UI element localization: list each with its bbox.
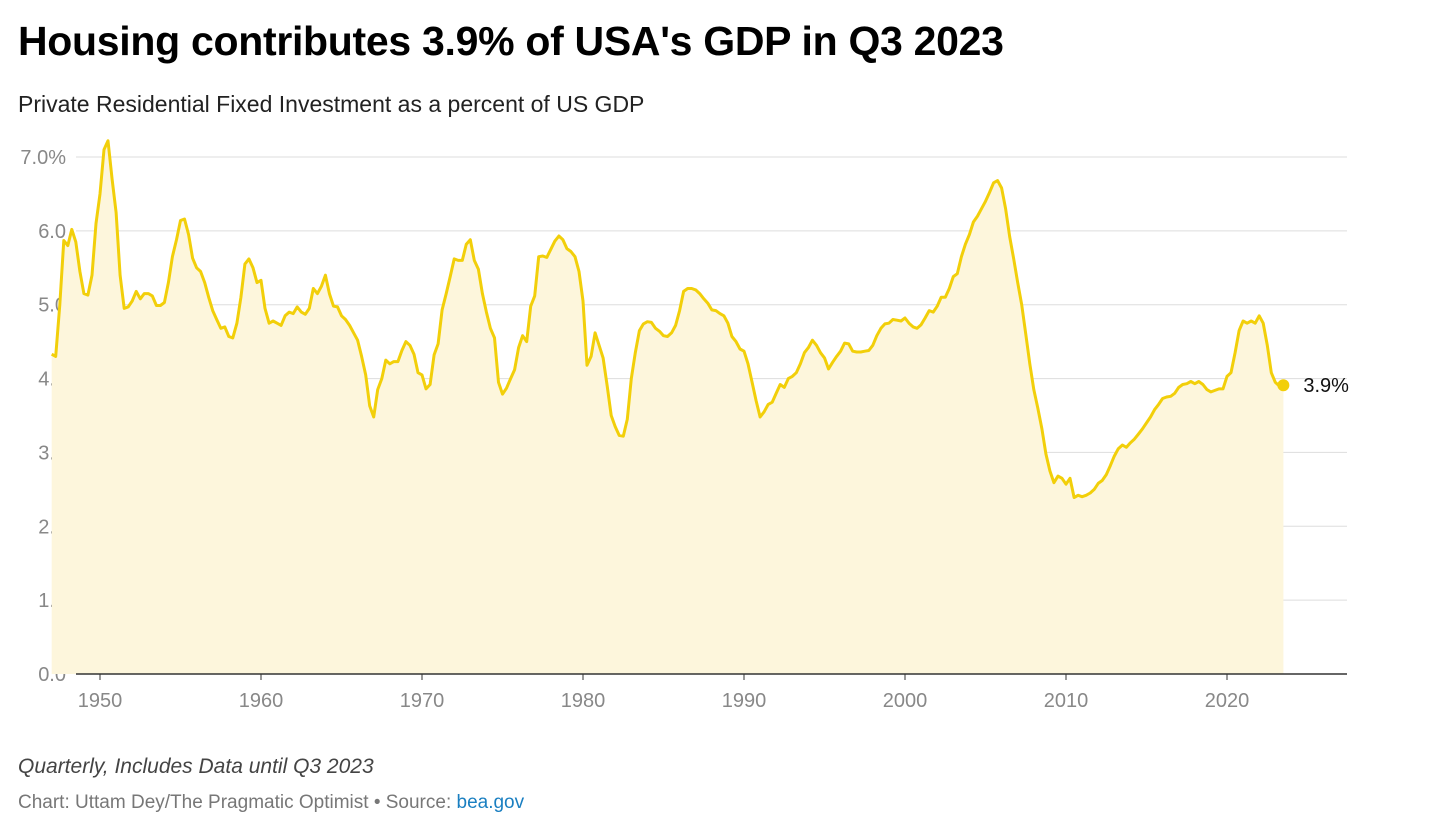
chart-subtitle: Private Residential Fixed Investment as … (18, 91, 645, 117)
footer-note: Quarterly, Includes Data until Q3 2023 (18, 755, 374, 778)
y-tick-label: 6.0 (38, 221, 66, 243)
x-axis-ticks: 1950 1960 1970 1980 1990 2000 2010 2020 (78, 674, 1250, 712)
x-tick-label: 1950 (78, 690, 123, 712)
series-line (50, 139, 1284, 499)
end-point-label: 3.9% (1303, 375, 1349, 397)
y-tick-label: 7.0% (20, 147, 66, 169)
footer-credit: Chart: Uttam Dey/The Pragmatic Optimist … (18, 792, 524, 814)
x-tick-label: 1990 (722, 690, 767, 712)
x-tick-label: 1960 (239, 690, 284, 712)
chart-title: Housing contributes 3.9% of USA's GDP in… (18, 18, 1004, 64)
x-tick-label: 1980 (561, 690, 606, 712)
x-tick-label: 2000 (883, 690, 928, 712)
x-tick-label: 2010 (1044, 690, 1089, 712)
end-point-marker (1277, 379, 1290, 392)
series-area (51, 140, 1284, 675)
x-tick-label: 2020 (1205, 690, 1250, 712)
credit-text: Chart: Uttam Dey/The Pragmatic Optimist … (18, 792, 457, 813)
x-tick-label: 1970 (400, 690, 445, 712)
source-link[interactable]: bea.gov (456, 792, 525, 813)
